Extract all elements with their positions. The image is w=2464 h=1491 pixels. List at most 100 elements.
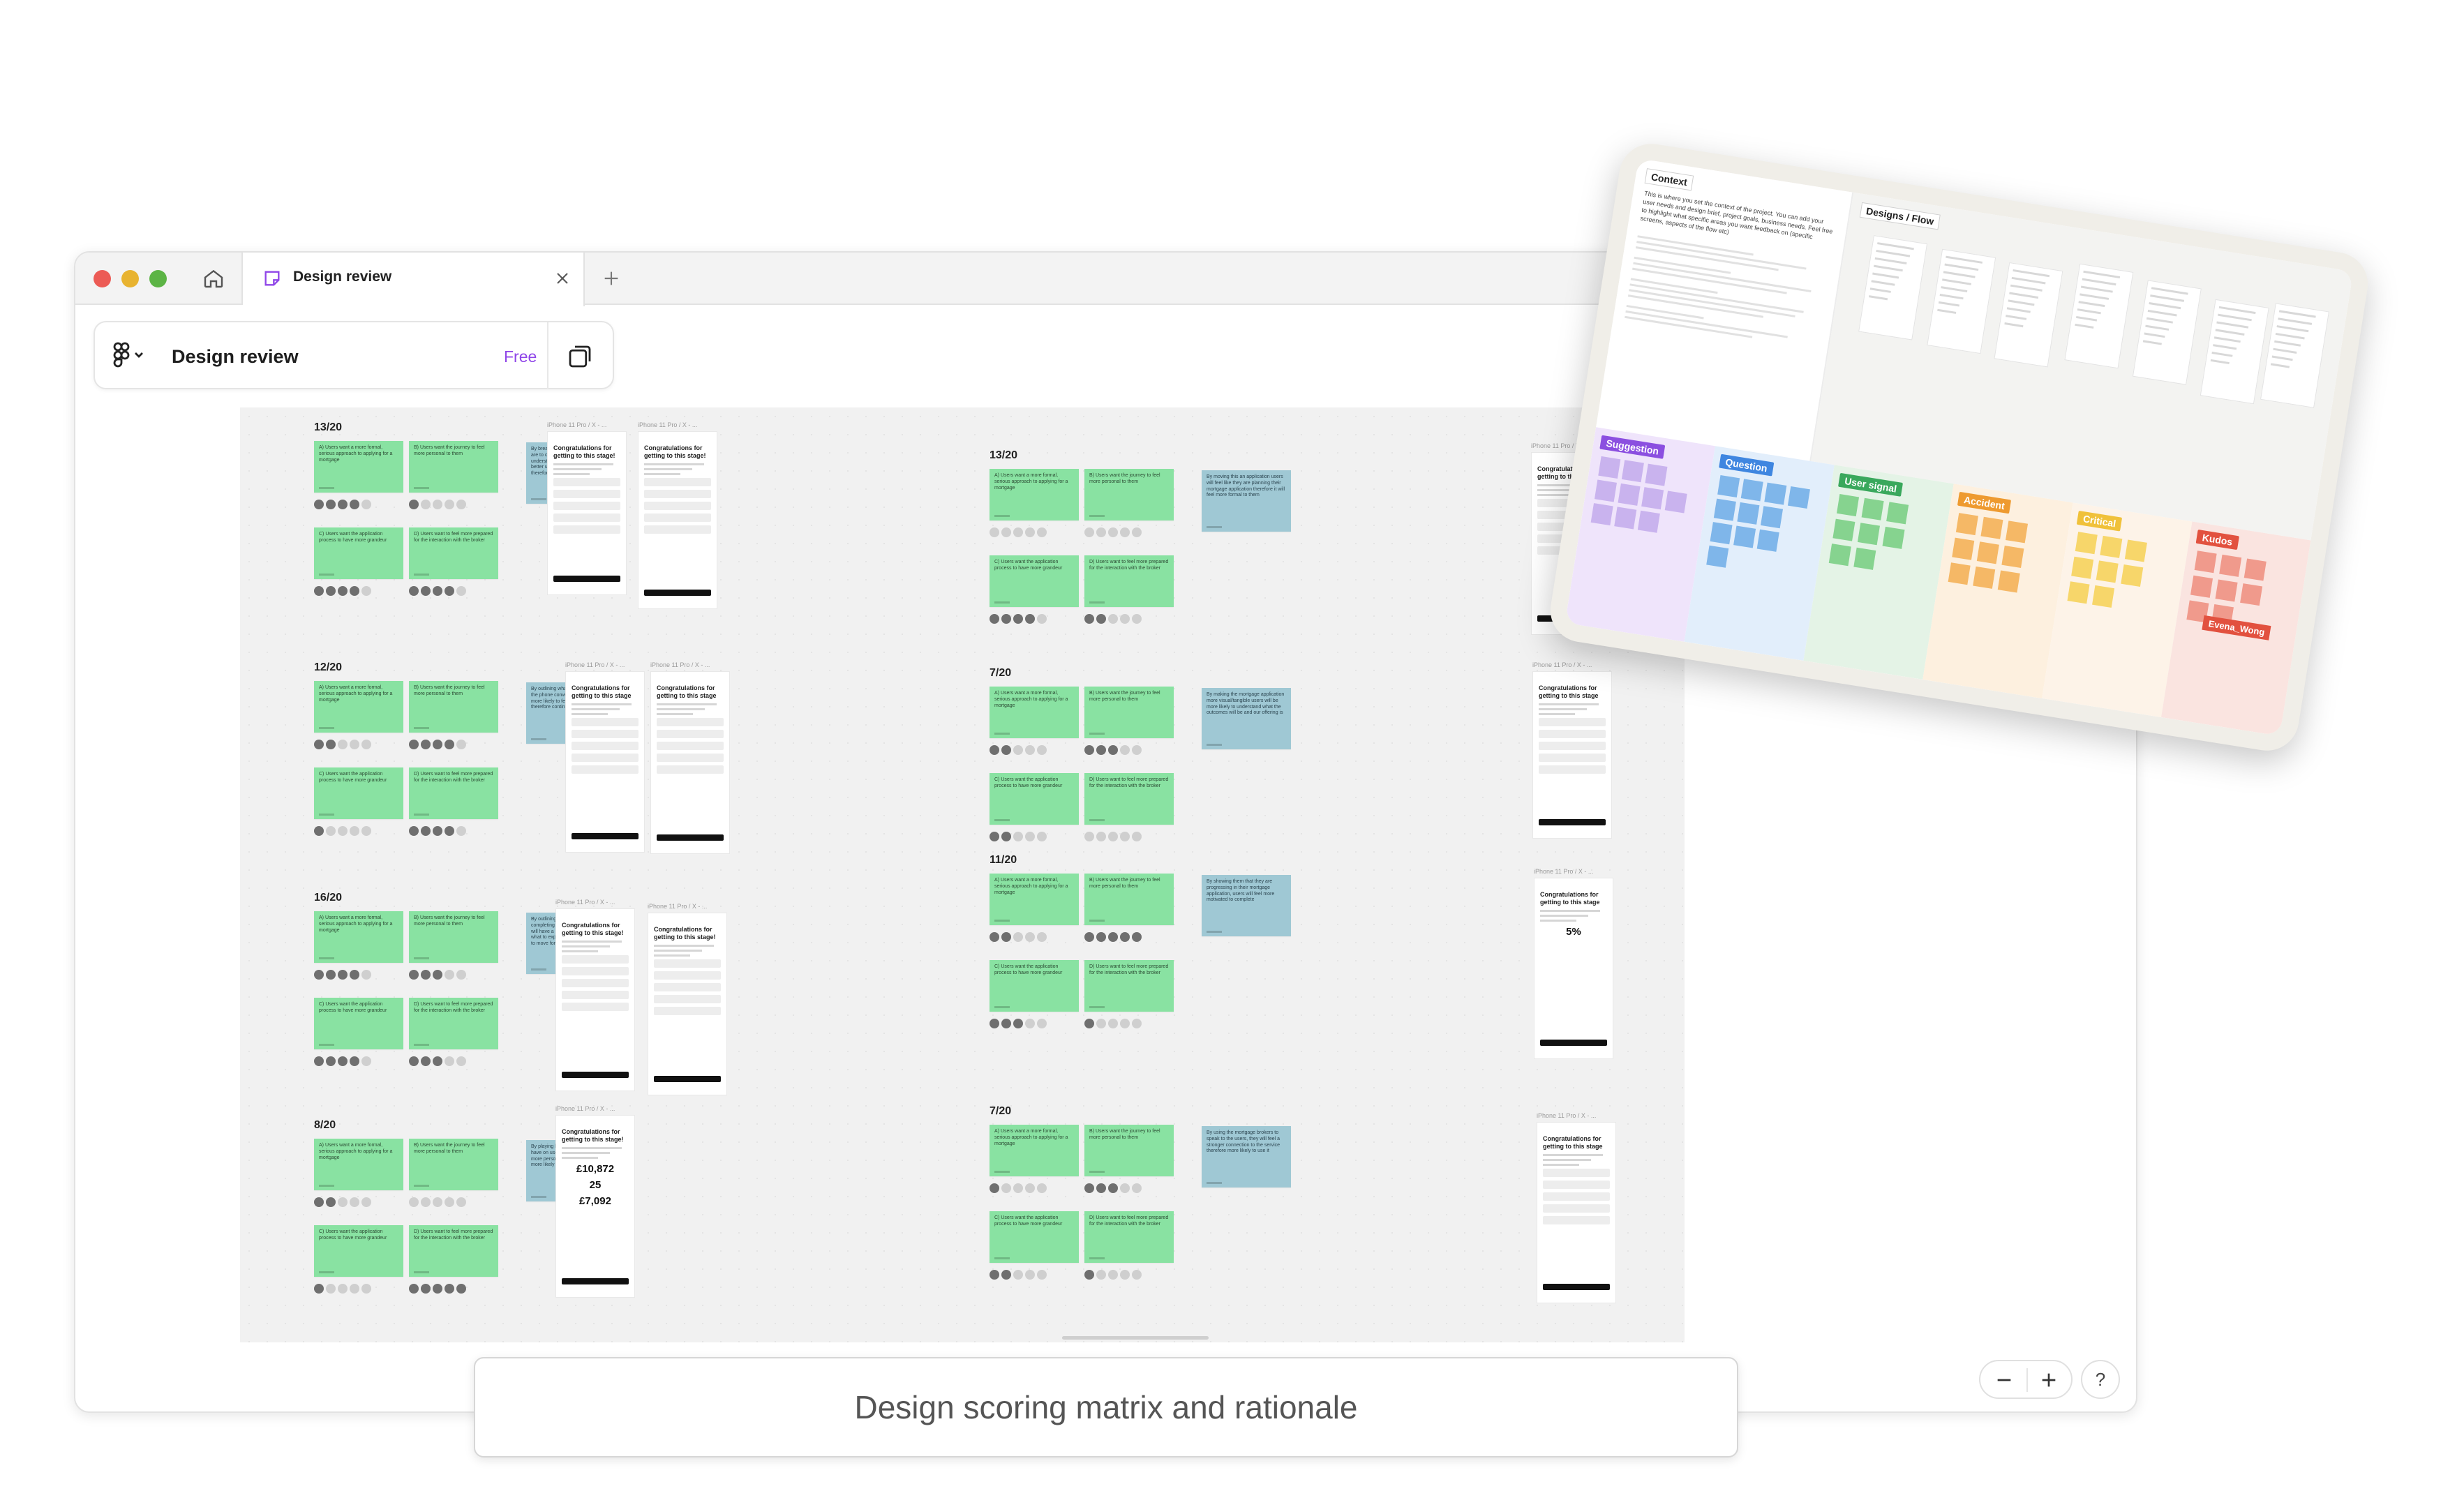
score-dot[interactable] [1120, 832, 1130, 841]
score-dot[interactable] [1132, 614, 1142, 624]
score-dot[interactable] [1120, 932, 1130, 942]
feedback-sticky[interactable] [1737, 502, 1760, 525]
criteria-sticky[interactable]: B) Users want the journey to feel more p… [409, 911, 498, 963]
score-dot[interactable] [338, 1197, 348, 1207]
score-dot[interactable] [1120, 527, 1130, 537]
score-dot[interactable] [445, 1056, 454, 1066]
rationale-sticky[interactable]: By moving this an application users will… [1202, 470, 1291, 532]
score-dot[interactable] [338, 1056, 348, 1066]
score-dot[interactable] [1025, 1019, 1035, 1028]
feedback-sticky[interactable] [2219, 554, 2242, 577]
score-dot[interactable] [350, 500, 359, 509]
zoom-in-icon[interactable] [2038, 1369, 2060, 1391]
score-dot[interactable] [314, 500, 324, 509]
score-dot[interactable] [1037, 527, 1047, 537]
score-dot[interactable] [1013, 527, 1023, 537]
cta-button[interactable] [562, 1278, 629, 1284]
score-dot[interactable] [421, 740, 431, 749]
feedback-sticky[interactable] [1664, 490, 1687, 514]
score-dot[interactable] [1037, 1270, 1047, 1280]
feedback-sticky[interactable] [1706, 545, 1729, 568]
score-dot[interactable] [1132, 1270, 1142, 1280]
feedback-sticky[interactable] [2006, 520, 2029, 544]
criteria-sticky[interactable]: B) Users want the journey to feel more p… [409, 681, 498, 733]
score-dot[interactable] [1013, 614, 1023, 624]
score-dot[interactable] [1108, 527, 1118, 537]
whiteboard-canvas[interactable]: 13/20 A) Users want a more formal, seriou… [240, 407, 1685, 1342]
score-dot[interactable] [421, 586, 431, 596]
score-dot[interactable] [433, 586, 442, 596]
criteria-sticky[interactable]: B) Users want the journey to feel more p… [1084, 1125, 1174, 1176]
criteria-sticky[interactable]: C) Users want the application process to… [990, 555, 1079, 607]
cta-button[interactable] [1539, 819, 1606, 825]
score-dot[interactable] [314, 1056, 324, 1066]
score-dot[interactable] [314, 740, 324, 749]
score-dot[interactable] [456, 1197, 466, 1207]
phone-frame[interactable]: Congratulations for getting to this stag… [555, 1115, 635, 1298]
score-dot[interactable] [1096, 1019, 1106, 1028]
score-dot[interactable] [1001, 614, 1011, 624]
score-dot[interactable] [990, 932, 999, 942]
score-dot[interactable] [409, 586, 419, 596]
feedback-sticky[interactable] [1621, 460, 1644, 483]
main-menu-icon[interactable] [112, 342, 154, 370]
score-dot[interactable] [338, 500, 348, 509]
score-dot[interactable] [1037, 614, 1047, 624]
criteria-sticky[interactable]: D) Users want to feel more prepared for … [1084, 773, 1174, 825]
score-dot[interactable] [433, 1197, 442, 1207]
score-dot[interactable] [314, 1284, 324, 1294]
score-dot[interactable] [1132, 832, 1142, 841]
score-dot[interactable] [1132, 745, 1142, 755]
criteria-sticky[interactable]: D) Users want to feel more prepared for … [1084, 555, 1174, 607]
score-dot[interactable] [1120, 1270, 1130, 1280]
help-button[interactable]: ? [2081, 1360, 2120, 1399]
score-dot[interactable] [445, 500, 454, 509]
score-dot[interactable] [1096, 1270, 1106, 1280]
score-dot[interactable] [990, 527, 999, 537]
cta-button[interactable] [572, 833, 639, 839]
score-dot[interactable] [409, 970, 419, 980]
score-dot[interactable] [1096, 614, 1106, 624]
cta-button[interactable] [553, 576, 620, 582]
score-dot[interactable] [1084, 1183, 1094, 1193]
score-dot[interactable] [1001, 832, 1011, 841]
score-dot[interactable] [409, 826, 419, 836]
feedback-sticky[interactable] [1952, 537, 1975, 560]
criteria-sticky[interactable]: A) Users want a more formal, serious app… [990, 469, 1079, 520]
score-dot[interactable] [1132, 932, 1142, 942]
score-dot[interactable] [433, 1056, 442, 1066]
score-dot[interactable] [1025, 1183, 1035, 1193]
feedback-sticky[interactable] [2194, 550, 2217, 574]
criteria-sticky[interactable]: A) Users want a more formal, serious app… [990, 874, 1079, 925]
score-dot[interactable] [990, 1270, 999, 1280]
score-dot[interactable] [1084, 527, 1094, 537]
feedback-sticky[interactable] [2121, 564, 2144, 587]
criteria-sticky[interactable]: A) Users want a more formal, serious app… [990, 1125, 1079, 1176]
score-dot[interactable] [350, 1056, 359, 1066]
feedback-sticky[interactable] [2243, 558, 2267, 581]
score-dot[interactable] [990, 745, 999, 755]
score-dot[interactable] [1037, 832, 1047, 841]
score-dot[interactable] [456, 586, 466, 596]
score-dot[interactable] [990, 1019, 999, 1028]
feedback-sticky[interactable] [2075, 532, 2098, 555]
score-dot[interactable] [1096, 832, 1106, 841]
score-dot[interactable] [314, 826, 324, 836]
score-dot[interactable] [350, 586, 359, 596]
cta-button[interactable] [1540, 1040, 1607, 1046]
score-dot[interactable] [1001, 745, 1011, 755]
score-dot[interactable] [409, 500, 419, 509]
score-dot[interactable] [1001, 527, 1011, 537]
score-dot[interactable] [433, 970, 442, 980]
score-dot[interactable] [456, 970, 466, 980]
score-dot[interactable] [1013, 1019, 1023, 1028]
score-dot[interactable] [456, 500, 466, 509]
score-dot[interactable] [361, 500, 371, 509]
criteria-sticky[interactable]: B) Users want the journey to feel more p… [409, 441, 498, 493]
score-dot[interactable] [433, 500, 442, 509]
score-dot[interactable] [350, 826, 359, 836]
phone-frame[interactable]: Congratulations for getting to this stag… [648, 913, 727, 1095]
feedback-sticky[interactable] [1853, 547, 1876, 570]
feedback-sticky[interactable] [1756, 529, 1779, 552]
score-dot[interactable] [338, 740, 348, 749]
